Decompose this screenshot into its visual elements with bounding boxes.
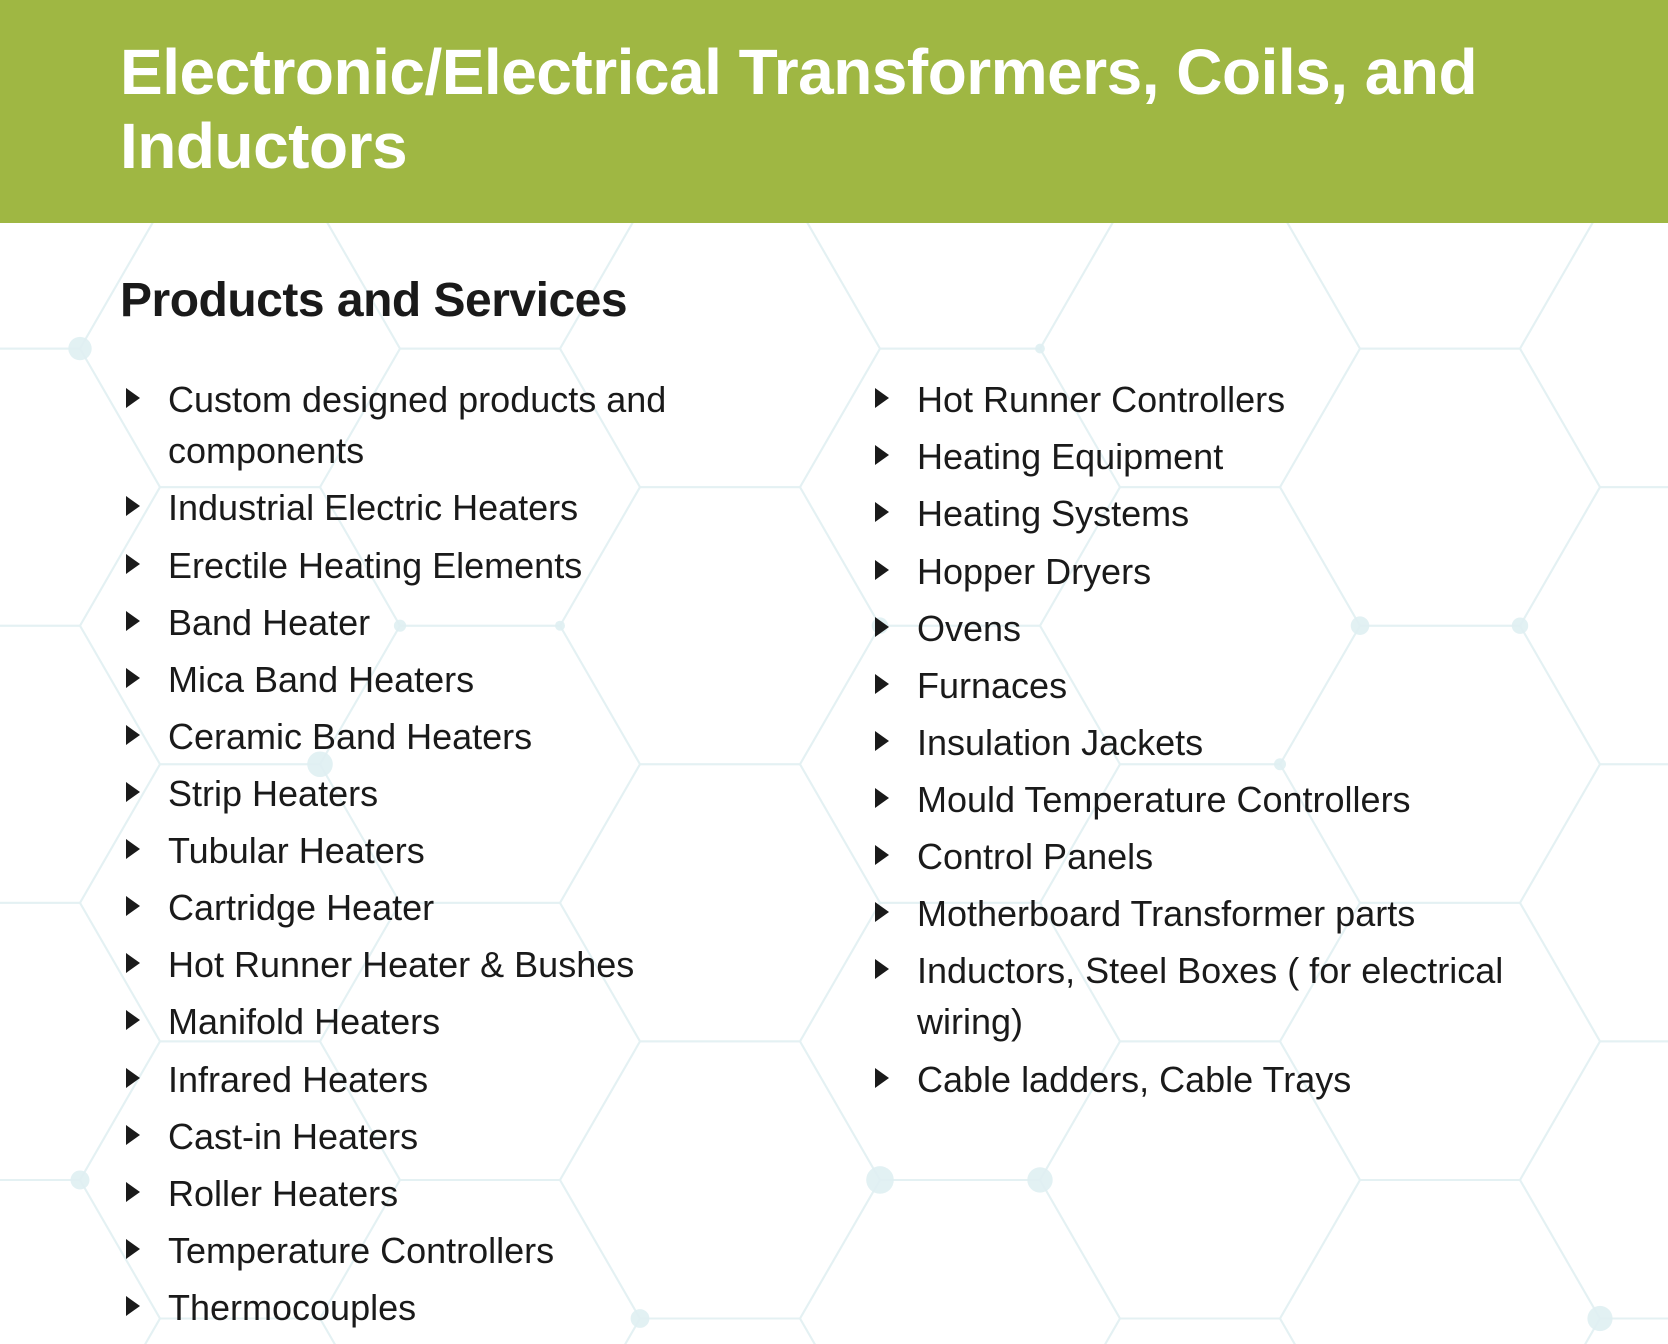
list-item-label: Control Panels	[917, 836, 1153, 877]
list-item: Motherboard Transformer parts	[869, 888, 1548, 939]
list-item: Mould Temperature Controllers	[869, 774, 1548, 825]
triangle-bullet-icon	[875, 388, 889, 408]
list-item-label: Manifold Heaters	[168, 1001, 440, 1042]
list-item: Erectile Heating Elements	[120, 540, 799, 591]
list-item: Strip Heaters	[120, 768, 799, 819]
list-item-label: Hot Runner Controllers	[917, 379, 1285, 420]
list-item: Cable ladders, Cable Trays	[869, 1054, 1548, 1105]
content-area: Products and Services Custom designed pr…	[0, 223, 1668, 1339]
list-item-label: Temperature Controllers	[168, 1230, 554, 1271]
triangle-bullet-icon	[126, 1239, 140, 1259]
triangle-bullet-icon	[875, 560, 889, 580]
list-item-label: Motherboard Transformer parts	[917, 893, 1415, 934]
list-item-label: Furnaces	[917, 665, 1067, 706]
left-column: Custom designed products and components I…	[120, 374, 799, 1339]
triangle-bullet-icon	[126, 839, 140, 859]
list-item: Cast-in Heaters	[120, 1111, 799, 1162]
triangle-bullet-icon	[875, 1068, 889, 1088]
list-item-label: Strip Heaters	[168, 773, 378, 814]
triangle-bullet-icon	[875, 845, 889, 865]
triangle-bullet-icon	[126, 611, 140, 631]
triangle-bullet-icon	[875, 959, 889, 979]
list-item-label: Hot Runner Heater & Bushes	[168, 944, 634, 985]
page-title: Electronic/Electrical Transformers, Coil…	[120, 36, 1548, 183]
list-item: Tubular Heaters	[120, 825, 799, 876]
list-item-label: Hopper Dryers	[917, 551, 1151, 592]
list-item-label: Industrial Electric Heaters	[168, 487, 578, 528]
list-item: Industrial Electric Heaters	[120, 482, 799, 533]
list-item: Temperature Controllers	[120, 1225, 799, 1276]
list-item-label: Heating Systems	[917, 493, 1189, 534]
list-item: Hot Runner Controllers	[869, 374, 1548, 425]
list-item-label: Infrared Heaters	[168, 1059, 428, 1100]
list-item-label: Ovens	[917, 608, 1021, 649]
triangle-bullet-icon	[875, 674, 889, 694]
triangle-bullet-icon	[875, 502, 889, 522]
list-item-label: Roller Heaters	[168, 1173, 398, 1214]
right-column: Hot Runner Controllers Heating Equipment H…	[869, 374, 1548, 1339]
header-band: Electronic/Electrical Transformers, Coil…	[0, 0, 1668, 223]
section-title: Products and Services	[120, 273, 1548, 328]
triangle-bullet-icon	[126, 1296, 140, 1316]
list-item-label: Custom designed products and components	[168, 379, 666, 471]
list-item: Insulation Jackets	[869, 717, 1548, 768]
triangle-bullet-icon	[126, 725, 140, 745]
list-item: Control Panels	[869, 831, 1548, 882]
list-item: Hot Runner Heater & Bushes	[120, 939, 799, 990]
triangle-bullet-icon	[126, 1182, 140, 1202]
triangle-bullet-icon	[875, 617, 889, 637]
triangle-bullet-icon	[126, 782, 140, 802]
products-list-right: Hot Runner Controllers Heating Equipment H…	[869, 374, 1548, 1104]
list-item-label: Band Heater	[168, 602, 370, 643]
list-item-label: Cast-in Heaters	[168, 1116, 418, 1157]
list-item-label: Cartridge Heater	[168, 887, 434, 928]
triangle-bullet-icon	[126, 668, 140, 688]
triangle-bullet-icon	[126, 1068, 140, 1088]
triangle-bullet-icon	[126, 554, 140, 574]
list-item: Ceramic Band Heaters	[120, 711, 799, 762]
list-item: Manifold Heaters	[120, 996, 799, 1047]
list-item: Infrared Heaters	[120, 1054, 799, 1105]
list-item-label: Erectile Heating Elements	[168, 545, 582, 586]
list-item: Furnaces	[869, 660, 1548, 711]
triangle-bullet-icon	[875, 731, 889, 751]
list-item: Ovens	[869, 603, 1548, 654]
list-item-label: Insulation Jackets	[917, 722, 1203, 763]
list-item: Thermocouples	[120, 1282, 799, 1333]
list-item: Heating Equipment	[869, 431, 1548, 482]
list-item-label: Cable ladders, Cable Trays	[917, 1059, 1351, 1100]
triangle-bullet-icon	[126, 1010, 140, 1030]
triangle-bullet-icon	[875, 445, 889, 465]
triangle-bullet-icon	[126, 896, 140, 916]
triangle-bullet-icon	[126, 388, 140, 408]
list-item: Band Heater	[120, 597, 799, 648]
list-item: Custom designed products and components	[120, 374, 799, 476]
list-item-label: Mica Band Heaters	[168, 659, 474, 700]
list-item-label: Tubular Heaters	[168, 830, 425, 871]
list-item: Mica Band Heaters	[120, 654, 799, 705]
two-column-layout: Custom designed products and components I…	[120, 374, 1548, 1339]
triangle-bullet-icon	[875, 902, 889, 922]
list-item-label: Ceramic Band Heaters	[168, 716, 532, 757]
products-list-left: Custom designed products and components I…	[120, 374, 799, 1333]
list-item: Hopper Dryers	[869, 546, 1548, 597]
list-item: Roller Heaters	[120, 1168, 799, 1219]
triangle-bullet-icon	[126, 1125, 140, 1145]
triangle-bullet-icon	[875, 788, 889, 808]
list-item-label: Mould Temperature Controllers	[917, 779, 1411, 820]
list-item: Heating Systems	[869, 488, 1548, 539]
list-item-label: Heating Equipment	[917, 436, 1223, 477]
triangle-bullet-icon	[126, 496, 140, 516]
list-item: Cartridge Heater	[120, 882, 799, 933]
list-item: Inductors, Steel Boxes ( for electrical …	[869, 945, 1548, 1047]
list-item-label: Inductors, Steel Boxes ( for electrical …	[917, 950, 1503, 1042]
triangle-bullet-icon	[126, 953, 140, 973]
list-item-label: Thermocouples	[168, 1287, 416, 1328]
